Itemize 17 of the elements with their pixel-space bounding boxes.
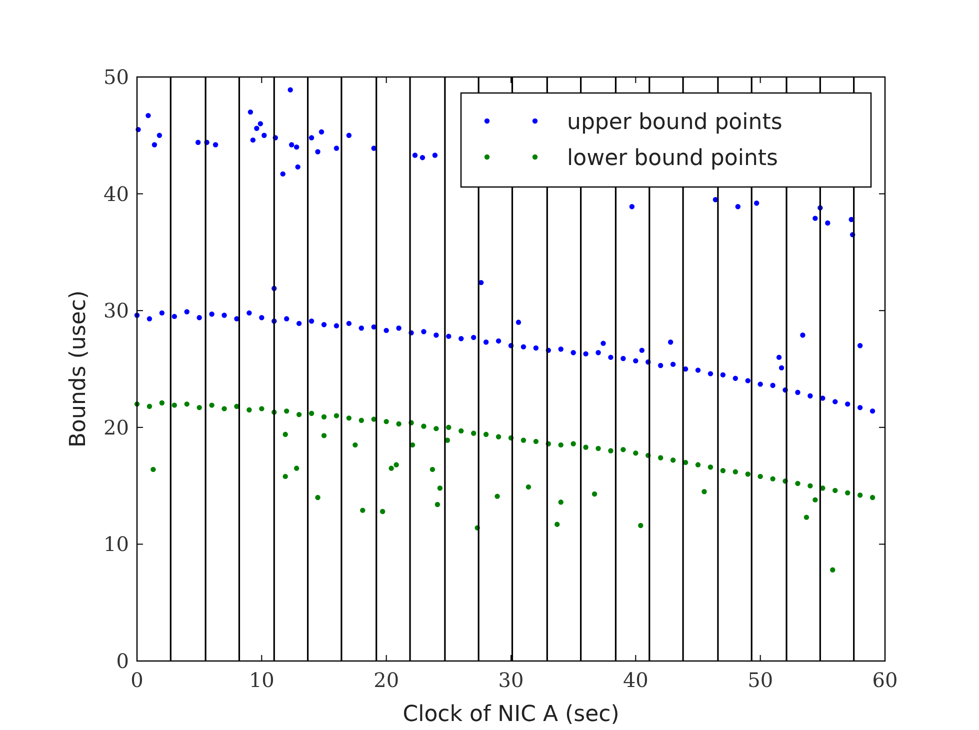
legend-label: upper bound points [567, 110, 782, 135]
x-tick-label: 30 [498, 668, 524, 692]
x-tick-label: 0 [130, 668, 144, 692]
y-axis-title: Bounds (usec) [66, 290, 91, 448]
y-tick-label: 30 [104, 298, 129, 323]
y-tick-label: 20 [104, 415, 129, 440]
x-axis-title: Clock of NIC A (sec) [402, 702, 620, 727]
y-tick-label: 0 [116, 649, 129, 673]
x-tick-label: 40 [622, 668, 648, 692]
y-tick-label: 50 [104, 65, 129, 89]
legend-label: lower bound points [567, 146, 778, 171]
x-tick-label: 20 [374, 668, 400, 692]
y-tick-label: 40 [104, 182, 129, 206]
x-tick-label: 10 [248, 668, 274, 692]
x-tick-label: 60 [872, 668, 898, 692]
x-tick-label: 50 [748, 668, 774, 692]
y-tick-label: 10 [104, 532, 129, 556]
